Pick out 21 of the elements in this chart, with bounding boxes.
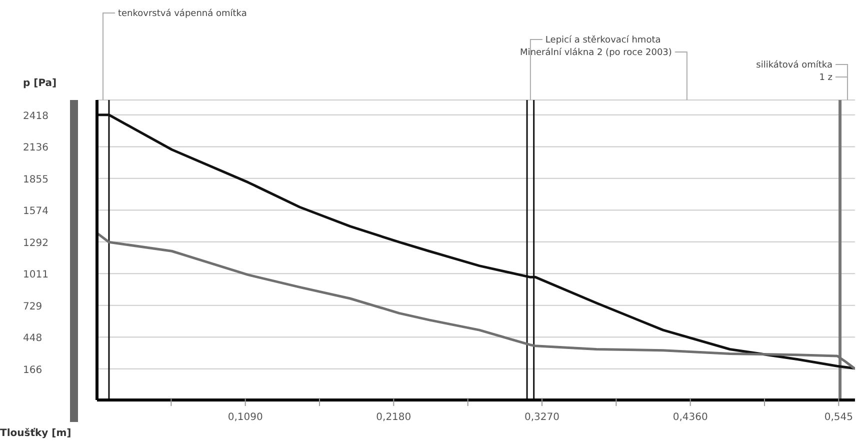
x-tick-label: 0,4360 — [672, 412, 708, 423]
y-tick-label: 1574 — [23, 206, 48, 218]
y-tick-label: 1855 — [23, 174, 48, 186]
y-tick-label: 1011 — [23, 270, 48, 281]
x-tick-label: 0,545 — [824, 412, 853, 423]
x-axis-title: Tloušťky [m] — [0, 427, 72, 439]
y-tick-label: 2418 — [23, 110, 48, 122]
y-tick-label: 166 — [23, 364, 42, 376]
text: Minerální vlákna 2 (po roce 2003) — [520, 47, 672, 58]
x-tick-label: 0,3270 — [524, 412, 560, 423]
x-tick-label: 0,2180 — [376, 412, 412, 423]
y-tick-label: 1292 — [23, 238, 48, 249]
text: 1 z — [819, 73, 833, 83]
text: tenkovrstvá vápenná omítka — [118, 8, 247, 19]
y-tick-label: 2136 — [23, 142, 48, 154]
text: Lepicí a stěrkovací hmota — [545, 34, 661, 46]
x-tick-label: 0,1090 — [228, 412, 263, 423]
y-axis-title: p [Pa] — [23, 78, 57, 89]
y-tick-label: 729 — [23, 301, 42, 312]
text: silikátová omítka — [756, 60, 833, 70]
y-tick-label: 448 — [23, 333, 42, 344]
